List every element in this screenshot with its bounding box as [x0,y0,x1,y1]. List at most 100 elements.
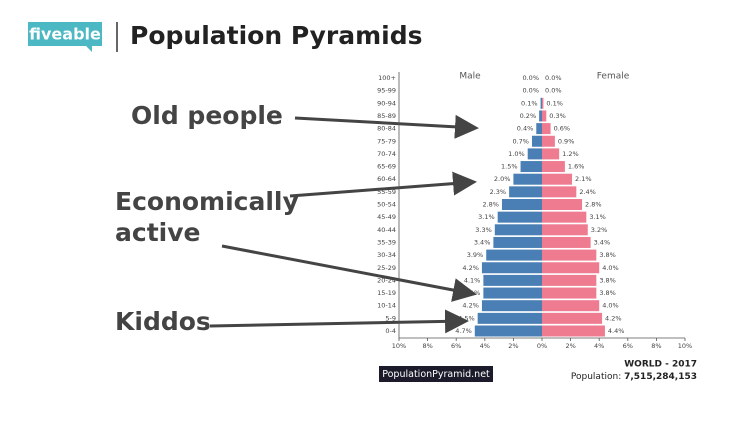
value-label: 0.7% [512,137,529,145]
y-tick-label: 40-44 [377,226,396,234]
bar [542,274,597,286]
value-label: 0.0% [545,87,562,95]
y-tick-label: 0-4 [385,327,396,335]
value-label: 0.1% [546,99,563,107]
value-label: 1.0% [508,150,525,158]
bar [542,97,544,109]
value-label: 0.1% [521,99,538,107]
value-label: 1.2% [562,150,579,158]
bar [509,186,542,198]
value-label: 2.0% [494,175,511,183]
bar [542,287,597,299]
bar [481,300,542,312]
value-label: 2.8% [585,201,602,209]
y-tick-label: 60-64 [377,175,396,183]
value-label: 3.8% [599,276,616,284]
y-tick-label: 100+ [378,74,396,82]
arrow [221,244,477,302]
bar [483,274,542,286]
value-label: 3.9% [467,251,484,259]
bar [531,135,542,147]
value-label: 4.2% [462,264,479,272]
value-label: 0.0% [522,74,539,82]
x-tick-label: 4% [480,342,490,350]
source-box [379,366,493,382]
value-label: 3.4% [474,238,491,246]
arrows [209,114,479,334]
bar [542,173,573,185]
y-tick-label: 10-14 [377,302,396,310]
logo-box [28,22,102,46]
value-label: 0.6% [554,125,571,133]
x-tick-label: 6% [623,342,633,350]
x-tick-label: 8% [422,342,432,350]
source: PopulationPyramid.net [382,369,490,380]
value-label: 4.2% [462,302,479,310]
bar [539,110,542,122]
value-label: 3.1% [589,213,606,221]
value-label: 1.6% [568,163,585,171]
y-tick-label: 5-9 [385,314,396,322]
logo: fiveable [29,25,101,44]
y-tick-label: 50-54 [377,201,396,209]
value-label: 2.8% [482,201,499,209]
title: Population Pyramids [130,21,423,50]
bar [483,287,542,299]
bar [542,300,600,312]
bar [520,161,542,173]
value-label: 0.0% [545,74,562,82]
bar [542,262,600,274]
value-label: 4.1% [464,276,481,284]
value-label: 0.4% [517,125,534,133]
bar [540,97,542,109]
y-tick-label: 45-49 [377,213,396,221]
bar [542,135,555,147]
x-tick-label: 4% [594,342,604,350]
bar [527,148,542,160]
bar [474,325,542,337]
value-label: 4.7% [455,327,472,335]
value-label: 3.8% [599,289,616,297]
bar [536,123,542,135]
legend-entry: Female [597,72,630,82]
value-label: 0.2% [520,112,537,120]
value-label: 4.2% [605,314,622,322]
value-label: 0.3% [549,112,566,120]
value-label: 4.1% [464,289,481,297]
legend-entry: Male [459,72,481,82]
arrow [289,171,477,198]
bar [542,148,560,160]
bar [542,186,577,198]
region: WORLD - 2017 [624,360,697,370]
value-label: 3.4% [594,238,611,246]
annotation: Old people [131,101,283,130]
annotation: Kiddos [115,307,211,336]
value-label: 0.9% [558,137,575,145]
y-tick-label: 30-34 [377,251,396,259]
bar [493,236,542,248]
y-tick-label: 75-79 [377,137,396,145]
value-label: 3.2% [591,226,608,234]
value-label: 1.5% [501,163,518,171]
bar [542,211,587,223]
logo-tail [86,46,92,52]
y-tick-label: 35-39 [377,238,396,246]
bar [542,123,551,135]
value-label: 4.4% [608,327,625,335]
bar [481,262,542,274]
annotation: Economically [115,187,299,216]
y-tick-label: 25-29 [377,264,396,272]
bar [542,249,597,261]
annotation: active [115,218,200,247]
value-label: 4.0% [602,264,619,272]
bar [501,199,542,210]
value-label: 3.8% [599,251,616,259]
value-label: 3.3% [475,226,492,234]
value-label: 2.4% [579,188,596,196]
bar [542,199,583,210]
y-tick-label: 20-24 [377,276,396,284]
bar [542,236,591,248]
y-tick-label: 55-59 [377,188,396,196]
bar [542,161,565,173]
